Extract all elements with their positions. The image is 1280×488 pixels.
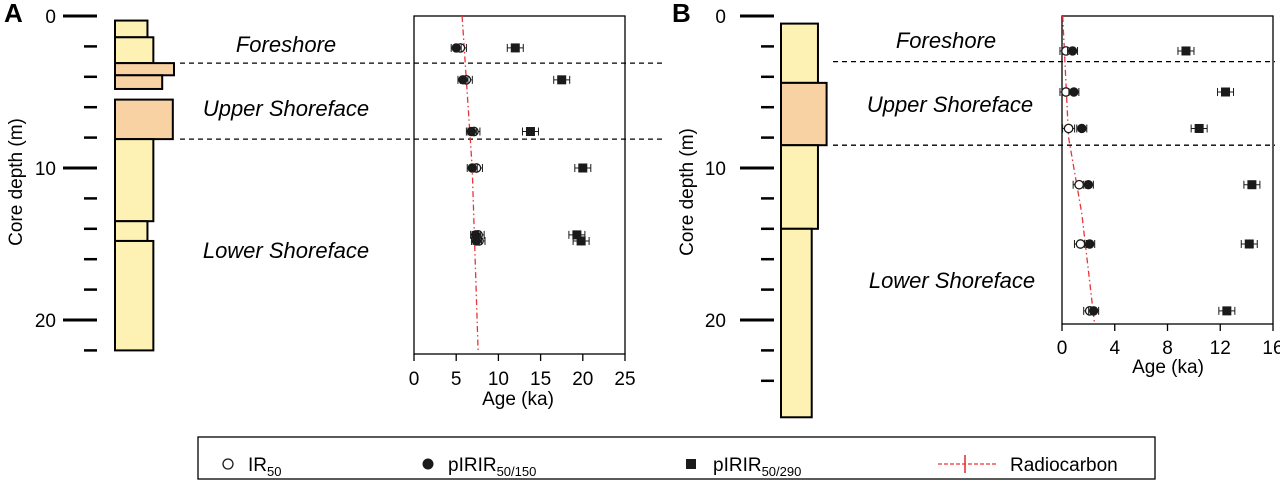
panel-b-p290-point <box>1181 46 1191 56</box>
panel-a-age-tick-label: 5 <box>451 369 462 390</box>
panel-a-age-tick-label: 15 <box>530 369 551 390</box>
panel-a-p150-point <box>467 163 477 173</box>
panel-b-label: B <box>672 0 691 28</box>
panel-b-ir50-point <box>1074 179 1084 190</box>
panel-a-age-tick-label: 25 <box>614 369 635 390</box>
panel-b-age-tick-label: 0 <box>1057 338 1068 359</box>
legend-p290-marker <box>686 459 696 469</box>
panel-b-p150-point <box>1077 123 1087 134</box>
panel-a-p150-point <box>458 75 468 85</box>
panel-a-zone-lower-shoreface: Lower Shoreface <box>203 238 369 263</box>
panel-a-core-segment <box>114 62 175 77</box>
panel-a-p150-point <box>451 43 461 53</box>
panel-a-core-segment <box>114 220 149 242</box>
panel-a-core-segment <box>114 36 155 65</box>
legend-ir50-label: IR50 <box>248 455 281 479</box>
panel-a-p150-point <box>466 126 477 137</box>
panel-b-depth-tick-label: 20 <box>705 311 726 332</box>
panel-b-zone-lower-shoreface: Lower Shoreface <box>869 268 1035 293</box>
panel-a-p290-point <box>572 230 582 240</box>
panel-b-depth-tick-label: 0 <box>715 7 726 28</box>
panel-a-core-segment <box>114 98 174 141</box>
panel-a-p290-point <box>510 43 520 53</box>
panel-b-age-tick-label: 8 <box>1162 338 1173 359</box>
panel-b-zone-foreshore: Foreshore <box>896 28 996 53</box>
panel-b-age-tick-label: 16 <box>1262 338 1280 359</box>
panel-b-p150-point <box>1067 46 1078 56</box>
panel-a-core-segment <box>114 138 155 223</box>
panel-a-p290-point <box>578 163 588 173</box>
panel-a-radiocarbon-line <box>461 16 479 351</box>
panel-b-ir50-point <box>1063 123 1074 134</box>
panel-b-age-axis-title: Age (ka) <box>1132 357 1204 378</box>
panel-a-plot-frame <box>413 15 626 355</box>
panel-a-core-segment <box>114 74 164 90</box>
panel-a-label: A <box>4 0 23 28</box>
panel-b-p290-point <box>1247 180 1257 190</box>
panel-b-p150-point <box>1069 87 1079 97</box>
panel-b-zone-upper-shoreface: Upper Shoreface <box>867 92 1033 117</box>
legend-ir50-sub: 50 <box>267 464 281 479</box>
panel-b-core-segment <box>780 22 819 84</box>
panel-a-p150-point <box>471 236 482 246</box>
panel-a-core-segment <box>114 239 155 352</box>
legend-p290-main: pIRIR <box>713 455 762 476</box>
legend-ir50-marker <box>222 458 234 470</box>
panel-b-p290-point <box>1221 87 1231 97</box>
panel-b-p150-point <box>1084 239 1095 249</box>
panel-b-p290-point <box>1194 123 1204 133</box>
legend-p150-label: pIRIR50/150 <box>448 455 536 479</box>
panel-b-p290-point <box>1222 306 1232 316</box>
panel-a-depth-axis-title: Core depth (m) <box>6 118 27 246</box>
legend-p150-marker <box>422 458 434 470</box>
legend-p150-main: pIRIR <box>448 455 497 476</box>
panel-a-depth-tick-label: 0 <box>45 7 56 28</box>
panel-a-p290-point <box>576 236 586 246</box>
panel-b-age-tick-label: 12 <box>1210 338 1231 359</box>
legend-radiocarbon-label: Radiocarbon <box>1010 455 1118 476</box>
panel-a-core-segment <box>114 19 149 39</box>
panel-b-depth-axis-title: Core depth (m) <box>677 128 698 256</box>
panel-a-p290-point <box>557 75 567 85</box>
panel-b-radiocarbon-line <box>1062 16 1096 324</box>
panel-a-depth-tick-label: 20 <box>35 311 56 332</box>
panel-a-zone-upper-shoreface: Upper Shoreface <box>203 96 369 121</box>
legend-ir50-main: IR <box>248 455 267 476</box>
panel-b-core-segment <box>780 81 828 147</box>
panel-b-p290-point <box>1244 239 1254 249</box>
panel-a-zone-foreshore: Foreshore <box>236 32 336 57</box>
panel-a-age-tick-label: 10 <box>488 369 509 390</box>
panel-b-core-segment <box>780 144 819 230</box>
panel-b-depth-tick-label: 10 <box>705 159 726 180</box>
legend-p290-sub: 50/290 <box>762 464 802 479</box>
panel-b-ir50-point <box>1075 239 1086 249</box>
panel-b-p150-point <box>1083 180 1094 190</box>
panel-a-age-axis-title: Age (ka) <box>482 389 554 410</box>
panel-b-age-tick-label: 4 <box>1109 338 1120 359</box>
panel-b-p150-point <box>1088 306 1099 316</box>
legend-p150-sub: 50/150 <box>497 464 537 479</box>
legend-p290-label: pIRIR50/290 <box>713 455 801 479</box>
panel-a-p290-point <box>525 127 535 137</box>
legend-box <box>197 436 1156 480</box>
panel-a-age-tick-label: 0 <box>409 369 420 390</box>
panel-a-age-tick-label: 20 <box>572 369 593 390</box>
panel-b-core-segment <box>780 227 813 419</box>
panel-a-depth-tick-label: 10 <box>35 159 56 180</box>
